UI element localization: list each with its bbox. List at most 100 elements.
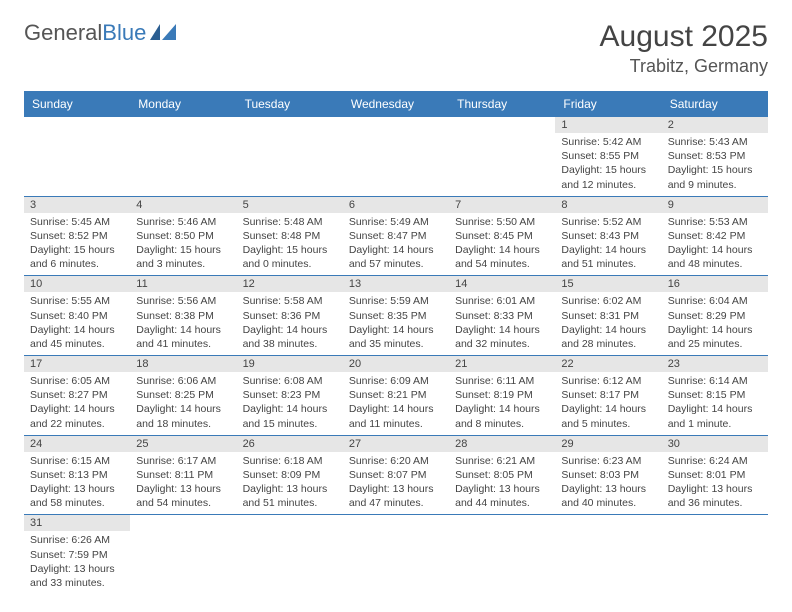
sunrise-text: Sunrise: 6:02 AM (561, 294, 655, 308)
day-details: Sunrise: 5:49 AMSunset: 8:47 PMDaylight:… (343, 213, 449, 276)
calendar-cell: 3Sunrise: 5:45 AMSunset: 8:52 PMDaylight… (24, 196, 130, 276)
calendar-cell: 1Sunrise: 5:42 AMSunset: 8:55 PMDaylight… (555, 117, 661, 196)
sunrise-text: Sunrise: 5:48 AM (243, 215, 337, 229)
calendar-cell: 24Sunrise: 6:15 AMSunset: 8:13 PMDayligh… (24, 435, 130, 515)
day-details: Sunrise: 6:17 AMSunset: 8:11 PMDaylight:… (130, 452, 236, 515)
day-number: 25 (130, 436, 236, 452)
sunrise-text: Sunrise: 6:06 AM (136, 374, 230, 388)
calendar-cell (24, 117, 130, 196)
day-number (343, 117, 449, 133)
sunrise-text: Sunrise: 5:56 AM (136, 294, 230, 308)
day-number: 3 (24, 197, 130, 213)
day-number (130, 117, 236, 133)
sunrise-text: Sunrise: 5:49 AM (349, 215, 443, 229)
day-number (449, 515, 555, 531)
day-number: 26 (237, 436, 343, 452)
calendar-cell: 31Sunrise: 6:26 AMSunset: 7:59 PMDayligh… (24, 515, 130, 594)
daylight-text: Daylight: 14 hours and 8 minutes. (455, 402, 549, 430)
sunset-text: Sunset: 8:13 PM (30, 468, 124, 482)
sunset-text: Sunset: 8:15 PM (668, 388, 762, 402)
sunset-text: Sunset: 8:19 PM (455, 388, 549, 402)
sunset-text: Sunset: 8:21 PM (349, 388, 443, 402)
calendar-cell: 14Sunrise: 6:01 AMSunset: 8:33 PMDayligh… (449, 276, 555, 356)
sunrise-text: Sunrise: 6:04 AM (668, 294, 762, 308)
day-details: Sunrise: 6:21 AMSunset: 8:05 PMDaylight:… (449, 452, 555, 515)
calendar-cell: 10Sunrise: 5:55 AMSunset: 8:40 PMDayligh… (24, 276, 130, 356)
sunset-text: Sunset: 8:38 PM (136, 309, 230, 323)
calendar-cell: 29Sunrise: 6:23 AMSunset: 8:03 PMDayligh… (555, 435, 661, 515)
daylight-text: Daylight: 15 hours and 12 minutes. (561, 163, 655, 191)
sunset-text: Sunset: 8:35 PM (349, 309, 443, 323)
day-number: 31 (24, 515, 130, 531)
day-details: Sunrise: 6:06 AMSunset: 8:25 PMDaylight:… (130, 372, 236, 435)
day-details: Sunrise: 5:52 AMSunset: 8:43 PMDaylight:… (555, 213, 661, 276)
day-details: Sunrise: 6:20 AMSunset: 8:07 PMDaylight:… (343, 452, 449, 515)
day-number: 28 (449, 436, 555, 452)
day-number: 15 (555, 276, 661, 292)
daylight-text: Daylight: 15 hours and 0 minutes. (243, 243, 337, 271)
sunset-text: Sunset: 7:59 PM (30, 548, 124, 562)
day-number: 21 (449, 356, 555, 372)
day-details: Sunrise: 6:05 AMSunset: 8:27 PMDaylight:… (24, 372, 130, 435)
calendar-cell (130, 515, 236, 594)
sunrise-text: Sunrise: 5:55 AM (30, 294, 124, 308)
daylight-text: Daylight: 13 hours and 40 minutes. (561, 482, 655, 510)
daylight-text: Daylight: 14 hours and 28 minutes. (561, 323, 655, 351)
sunrise-text: Sunrise: 6:12 AM (561, 374, 655, 388)
sunset-text: Sunset: 8:11 PM (136, 468, 230, 482)
daylight-text: Daylight: 13 hours and 54 minutes. (136, 482, 230, 510)
day-details: Sunrise: 6:18 AMSunset: 8:09 PMDaylight:… (237, 452, 343, 515)
calendar-cell (449, 515, 555, 594)
calendar-cell: 16Sunrise: 6:04 AMSunset: 8:29 PMDayligh… (662, 276, 768, 356)
day-number (24, 117, 130, 133)
sunset-text: Sunset: 8:53 PM (668, 149, 762, 163)
day-details: Sunrise: 5:58 AMSunset: 8:36 PMDaylight:… (237, 292, 343, 355)
daylight-text: Daylight: 13 hours and 58 minutes. (30, 482, 124, 510)
calendar-cell: 5Sunrise: 5:48 AMSunset: 8:48 PMDaylight… (237, 196, 343, 276)
sunrise-text: Sunrise: 5:43 AM (668, 135, 762, 149)
day-number: 14 (449, 276, 555, 292)
sunrise-text: Sunrise: 6:23 AM (561, 454, 655, 468)
sunset-text: Sunset: 8:29 PM (668, 309, 762, 323)
day-details: Sunrise: 6:04 AMSunset: 8:29 PMDaylight:… (662, 292, 768, 355)
day-details: Sunrise: 6:01 AMSunset: 8:33 PMDaylight:… (449, 292, 555, 355)
calendar-cell: 9Sunrise: 5:53 AMSunset: 8:42 PMDaylight… (662, 196, 768, 276)
sunrise-text: Sunrise: 6:20 AM (349, 454, 443, 468)
calendar-cell: 4Sunrise: 5:46 AMSunset: 8:50 PMDaylight… (130, 196, 236, 276)
sunset-text: Sunset: 8:31 PM (561, 309, 655, 323)
day-details: Sunrise: 6:11 AMSunset: 8:19 PMDaylight:… (449, 372, 555, 435)
sunrise-text: Sunrise: 5:45 AM (30, 215, 124, 229)
sunset-text: Sunset: 8:48 PM (243, 229, 337, 243)
sunrise-text: Sunrise: 5:53 AM (668, 215, 762, 229)
day-details: Sunrise: 5:53 AMSunset: 8:42 PMDaylight:… (662, 213, 768, 276)
sunset-text: Sunset: 8:40 PM (30, 309, 124, 323)
calendar-cell: 22Sunrise: 6:12 AMSunset: 8:17 PMDayligh… (555, 356, 661, 436)
day-details: Sunrise: 6:08 AMSunset: 8:23 PMDaylight:… (237, 372, 343, 435)
day-details: Sunrise: 5:43 AMSunset: 8:53 PMDaylight:… (662, 133, 768, 196)
sunrise-text: Sunrise: 6:15 AM (30, 454, 124, 468)
calendar-cell: 2Sunrise: 5:43 AMSunset: 8:53 PMDaylight… (662, 117, 768, 196)
daylight-text: Daylight: 14 hours and 18 minutes. (136, 402, 230, 430)
daylight-text: Daylight: 13 hours and 47 minutes. (349, 482, 443, 510)
page-title: August 2025 (600, 20, 768, 54)
sunrise-text: Sunrise: 6:21 AM (455, 454, 549, 468)
daylight-text: Daylight: 14 hours and 54 minutes. (455, 243, 549, 271)
calendar-cell: 8Sunrise: 5:52 AMSunset: 8:43 PMDaylight… (555, 196, 661, 276)
calendar-cell: 7Sunrise: 5:50 AMSunset: 8:45 PMDaylight… (449, 196, 555, 276)
day-number: 30 (662, 436, 768, 452)
day-number (343, 515, 449, 531)
day-number (237, 515, 343, 531)
col-tuesday: Tuesday (237, 91, 343, 117)
sunrise-text: Sunrise: 5:46 AM (136, 215, 230, 229)
day-number (237, 117, 343, 133)
sunset-text: Sunset: 8:43 PM (561, 229, 655, 243)
flag-icon (150, 20, 176, 46)
day-number: 19 (237, 356, 343, 372)
sunset-text: Sunset: 8:07 PM (349, 468, 443, 482)
sunrise-text: Sunrise: 6:24 AM (668, 454, 762, 468)
calendar-cell: 12Sunrise: 5:58 AMSunset: 8:36 PMDayligh… (237, 276, 343, 356)
calendar-row: 24Sunrise: 6:15 AMSunset: 8:13 PMDayligh… (24, 435, 768, 515)
day-number: 22 (555, 356, 661, 372)
calendar-row: 31Sunrise: 6:26 AMSunset: 7:59 PMDayligh… (24, 515, 768, 594)
location-subtitle: Trabitz, Germany (600, 56, 768, 77)
